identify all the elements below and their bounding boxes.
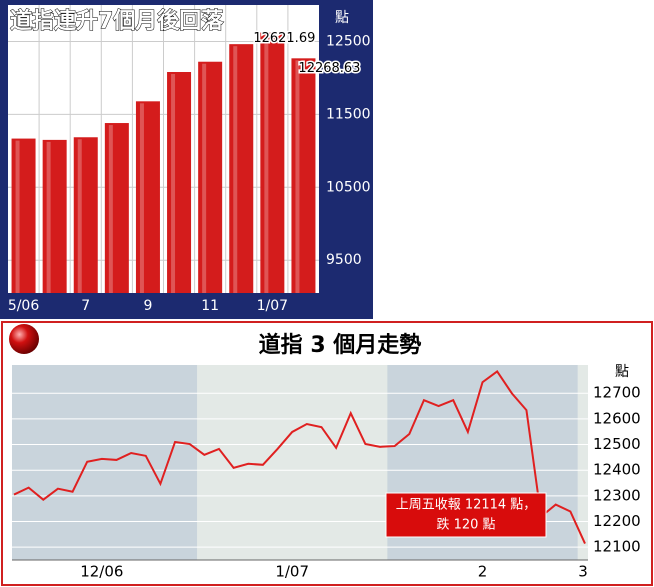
- y-tick-label: 12400: [593, 461, 641, 479]
- value-label: 12621.69: [253, 31, 315, 46]
- y-tick-label: 12100: [593, 538, 641, 556]
- y-tick-label: 12200: [593, 512, 641, 530]
- bar: [198, 61, 223, 293]
- x-tick-label: 9: [143, 298, 152, 314]
- y-unit: 點: [615, 364, 629, 380]
- bar-shine: [15, 140, 20, 293]
- x-tick-label: 11: [201, 298, 219, 314]
- x-tick-label: 5/06: [8, 298, 40, 314]
- annotation: 跌 120 點: [436, 517, 495, 533]
- chart-2: 12100 12200 12300 12400 12500 12600 12700 12/06…: [12, 365, 641, 581]
- x-tick-label: 12/06: [80, 563, 123, 581]
- month-band: [577, 365, 588, 560]
- bar: [167, 72, 192, 293]
- bar: [42, 139, 67, 293]
- bar-shine: [233, 46, 238, 294]
- y-tick-label: 12500: [326, 33, 371, 49]
- x-tick-label: 1/07: [257, 298, 288, 314]
- bar-shine: [46, 141, 51, 293]
- icon: [9, 324, 39, 354]
- chart-1: 9500 10500 11500 12500 5/06 7 9 11 1/07 12621.69 1…: [8, 5, 371, 314]
- chart-title: 道指 3 個月走勢: [259, 332, 422, 358]
- bar: [135, 101, 160, 293]
- bar-shine: [77, 139, 82, 293]
- bar-shine: [171, 74, 176, 293]
- chart-title: 道指連升7個月後回落: [10, 8, 224, 34]
- month-band: [197, 365, 388, 560]
- y-unit: 點: [335, 10, 349, 26]
- y-tick-label: 11500: [326, 106, 371, 122]
- line: [13, 369, 586, 544]
- bar-shine: [202, 63, 207, 293]
- bar: [291, 58, 316, 293]
- bar: [73, 137, 98, 293]
- annotation-box: [385, 492, 547, 538]
- y-tick-label: 12500: [593, 435, 641, 453]
- y-tick-label: 12300: [593, 486, 641, 504]
- bar: [104, 123, 129, 293]
- x-tick-label: 1/07: [275, 563, 309, 581]
- annotation: 上周五收報 12114 點，: [396, 498, 537, 513]
- value-label: 12268.63: [298, 61, 360, 76]
- y-tick-label: 12600: [593, 409, 641, 427]
- x-tick-label: 3: [578, 563, 588, 581]
- bar-shine: [264, 34, 269, 294]
- bar-shine: [108, 125, 113, 293]
- y-tick-label: 10500: [326, 179, 371, 195]
- x-tick-label: 7: [81, 298, 90, 314]
- bar: [260, 32, 285, 294]
- y-tick-label: 9500: [326, 252, 362, 268]
- y-tick-label: 12700: [593, 384, 641, 402]
- bar-shine: [139, 103, 144, 293]
- bar: [229, 44, 254, 294]
- bar: [11, 138, 36, 293]
- x-tick-label: 2: [478, 563, 488, 581]
- bar-shine: [295, 60, 300, 293]
